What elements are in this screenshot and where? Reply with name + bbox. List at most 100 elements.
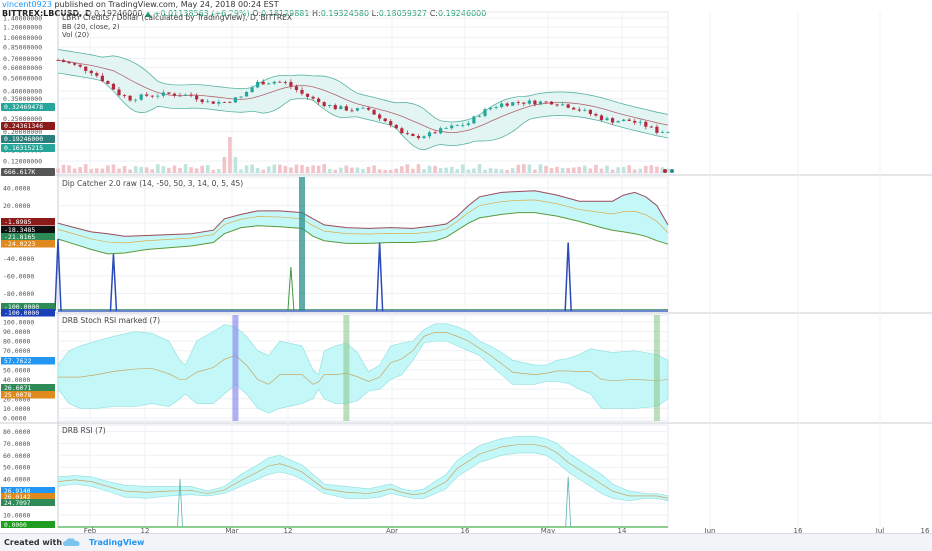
candle-body	[73, 63, 77, 65]
candle-body	[111, 83, 116, 90]
candle-body	[328, 105, 332, 107]
volume-bar	[361, 169, 365, 173]
rsi-badge-label: 26.0142	[4, 494, 31, 501]
volume-bar	[538, 164, 543, 173]
time-axis-label: Feb	[84, 527, 97, 534]
candle-body	[477, 115, 482, 117]
candle-body	[366, 107, 371, 110]
indicator-badge	[1, 218, 55, 226]
stoch-axis-tick-label: 20.0000	[3, 395, 30, 403]
candle-body	[134, 99, 138, 101]
indicator-badge	[1, 233, 55, 241]
publish-info: published on TradingView.com, May 24, 20…	[54, 0, 279, 9]
stoch-axis-tick-label: 70.0000	[3, 347, 30, 355]
candle-body	[400, 128, 404, 134]
rsi-axis-tick-label: 40.0000	[3, 476, 30, 484]
volume-bar	[178, 167, 182, 173]
volume-bar	[61, 164, 66, 173]
candle-body	[333, 105, 337, 110]
volume-bar	[616, 167, 620, 173]
volume-bar	[95, 168, 99, 173]
volume-bar	[632, 169, 637, 173]
price-axis-tick-label: 0.35000000	[3, 95, 42, 103]
bollinger-basis-line	[57, 59, 669, 134]
candle-body	[67, 62, 71, 64]
teal-highlight-bar	[299, 177, 305, 311]
candle-body	[549, 101, 554, 105]
time-axis-label: Jul	[875, 527, 885, 534]
rsi-badge	[1, 521, 55, 528]
low-label: L:	[371, 9, 379, 18]
candle-body	[383, 118, 387, 122]
buy-signal-spike	[54, 238, 62, 312]
rsi-axis-tick-label: 60.0000	[3, 452, 30, 460]
indicator-badge	[1, 240, 55, 248]
stoch-badge-label: 57.7622	[4, 357, 31, 365]
volume-bar	[128, 169, 132, 173]
volume-bar	[449, 166, 454, 173]
volume-bar	[638, 168, 643, 173]
rsi-badge	[1, 499, 55, 506]
tradingview-link[interactable]: TradingView	[89, 538, 145, 547]
indicator-badge	[1, 226, 55, 234]
candle-body	[206, 101, 210, 103]
volume-bar	[244, 165, 249, 173]
volume-bar	[621, 167, 626, 173]
volume-bar	[167, 167, 171, 173]
volume-bar	[255, 167, 260, 173]
candle-body	[183, 94, 188, 96]
time-axis-label: 14	[618, 527, 627, 534]
candle-body	[378, 114, 382, 119]
rsi-signal-spike	[177, 479, 183, 528]
volume-bar	[172, 165, 177, 173]
price-badge-label: 666.617K	[4, 168, 35, 176]
indicator-badge	[1, 309, 55, 317]
candle-body	[167, 92, 171, 94]
candle-body	[561, 104, 565, 106]
price-axis-tick-label: 0.50000000	[3, 74, 42, 82]
candle-body	[538, 101, 543, 105]
price-axis-tick-label: 1.40000000	[3, 15, 42, 23]
volume-bar	[427, 165, 432, 173]
indicator-axis-tick-label: -80.0000	[3, 290, 34, 298]
time-axis-label: 12	[141, 527, 150, 534]
volume-bar	[139, 167, 143, 173]
volume-bar	[366, 166, 371, 173]
volume-bar	[72, 168, 77, 173]
last-price: 0.19246000	[94, 9, 143, 18]
volume-bar	[289, 167, 293, 173]
volume-bar	[599, 168, 604, 173]
price-axis-tick-label: 0.20000000	[3, 128, 42, 136]
volume-bar	[350, 167, 354, 173]
pane2-title: Dip Catcher 2.0 raw (14, -50, 50, 3, 14,…	[62, 179, 243, 188]
candle-body	[527, 100, 531, 104]
pane1-legend-bb: BB (20, close, 2)	[62, 23, 120, 31]
author-link[interactable]: vincent0923	[2, 0, 52, 9]
candle-body	[433, 132, 437, 134]
rsi-mid-line	[57, 444, 669, 499]
time-axis-label: Mar	[225, 527, 238, 534]
indicator-badge-label: -100.0000	[4, 309, 39, 317]
candle-body	[427, 132, 432, 137]
indicator-badge-label: -1.8985	[4, 218, 31, 226]
price-badge	[1, 144, 55, 152]
candle-body	[217, 101, 221, 104]
rsi-badge	[1, 487, 55, 494]
candle-body	[261, 81, 265, 85]
candle-body	[605, 118, 609, 121]
indicator-badge-label: -100.0000	[4, 303, 39, 311]
buy-signal-spike	[109, 253, 118, 312]
volume-bar	[455, 169, 460, 173]
price-badge-label: 0.24361346	[4, 122, 43, 130]
volume-bar	[228, 137, 232, 173]
indicator-axis-tick-label: -60.0000	[3, 272, 34, 280]
volume-bar	[444, 167, 448, 173]
price-axis-tick-label: 0.85000000	[3, 44, 42, 52]
volume-bar	[488, 168, 493, 173]
bollinger-band-fill	[58, 49, 668, 150]
volume-bar	[122, 166, 127, 173]
candle-body	[555, 104, 559, 106]
symbol[interactable]: BITTREX:LBCUSD, D	[2, 9, 92, 18]
candle-body	[616, 121, 620, 123]
